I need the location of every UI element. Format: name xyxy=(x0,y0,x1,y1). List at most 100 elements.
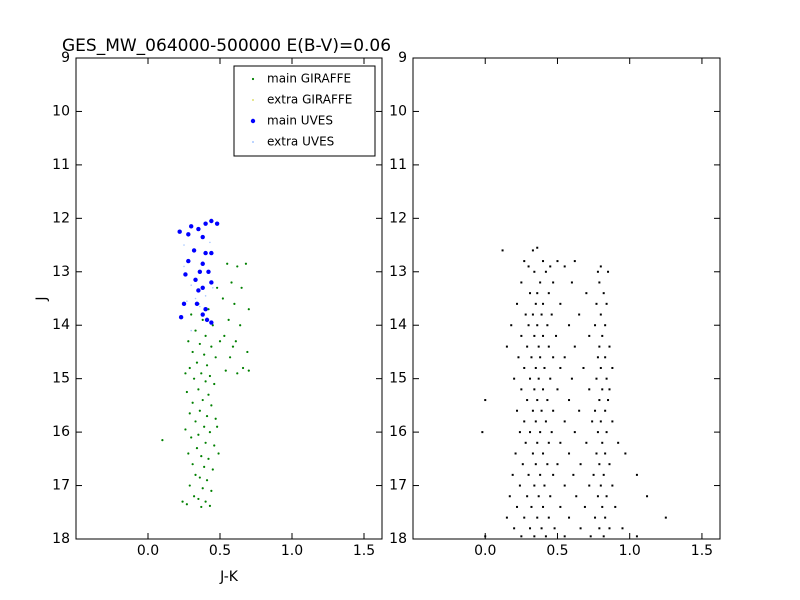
point xyxy=(536,441,539,444)
point xyxy=(203,465,206,468)
point xyxy=(533,484,536,487)
point xyxy=(582,366,585,369)
point xyxy=(568,399,571,402)
point xyxy=(186,300,188,302)
point xyxy=(573,431,576,434)
point xyxy=(555,334,558,337)
point xyxy=(624,452,627,455)
point xyxy=(621,527,624,530)
point xyxy=(601,505,604,508)
point xyxy=(204,500,207,503)
point xyxy=(203,353,206,356)
point xyxy=(190,313,193,316)
point xyxy=(188,412,191,415)
point xyxy=(208,504,212,507)
point xyxy=(177,229,182,234)
point xyxy=(190,436,193,439)
point xyxy=(595,377,598,380)
point xyxy=(604,409,607,412)
point xyxy=(604,324,607,327)
point xyxy=(529,431,532,434)
point xyxy=(549,377,552,380)
point xyxy=(568,452,571,455)
point xyxy=(187,340,190,343)
point xyxy=(552,356,555,359)
point xyxy=(536,292,539,295)
point xyxy=(209,218,214,224)
point xyxy=(204,441,207,444)
point xyxy=(599,265,602,268)
point xyxy=(559,366,562,369)
point xyxy=(203,306,208,312)
point xyxy=(205,364,209,367)
point xyxy=(213,382,216,386)
point xyxy=(247,308,250,311)
point xyxy=(516,302,519,305)
point xyxy=(563,535,566,538)
point xyxy=(214,356,217,359)
x-tick-label: 1.0 xyxy=(281,543,303,559)
point xyxy=(198,409,201,412)
point xyxy=(523,260,526,263)
point xyxy=(536,516,539,519)
point xyxy=(542,505,545,508)
point xyxy=(534,302,537,305)
point xyxy=(513,527,516,530)
point xyxy=(531,313,534,316)
legend-label: extra UVES xyxy=(267,135,334,149)
point xyxy=(209,320,214,325)
y-axis-label: J xyxy=(34,296,50,301)
point xyxy=(664,516,667,519)
point xyxy=(201,398,204,402)
point xyxy=(241,366,245,370)
point xyxy=(191,401,194,404)
point xyxy=(635,535,638,538)
point xyxy=(611,420,614,423)
point xyxy=(517,356,520,359)
point xyxy=(635,473,638,476)
point xyxy=(191,248,197,253)
point xyxy=(211,324,214,327)
point xyxy=(536,399,539,402)
point xyxy=(224,369,227,372)
legend-marker xyxy=(250,118,256,124)
point xyxy=(607,399,610,402)
y-tick-label: 10 xyxy=(389,103,407,119)
point xyxy=(588,388,591,391)
point xyxy=(534,366,537,369)
point xyxy=(204,380,207,383)
point xyxy=(607,270,610,273)
point xyxy=(605,302,608,305)
point xyxy=(592,473,595,476)
point xyxy=(531,452,534,455)
point xyxy=(188,484,191,487)
point xyxy=(210,345,213,348)
point xyxy=(611,484,614,487)
point xyxy=(599,313,602,316)
y-tick-label: 17 xyxy=(52,478,70,494)
legend-marker xyxy=(252,99,254,101)
point xyxy=(617,441,620,444)
point xyxy=(516,505,519,508)
point xyxy=(230,281,233,284)
point xyxy=(559,505,562,508)
point xyxy=(591,420,594,423)
point xyxy=(579,463,582,466)
x-tick-label: 1.5 xyxy=(691,543,713,559)
point xyxy=(601,388,604,391)
point xyxy=(537,495,540,498)
point xyxy=(484,399,487,402)
point xyxy=(203,221,208,226)
point xyxy=(598,399,601,402)
point xyxy=(190,329,192,332)
y-tick-label: 12 xyxy=(52,210,70,226)
point xyxy=(543,484,546,487)
y-tick-label: 18 xyxy=(52,531,70,547)
point xyxy=(197,433,200,436)
point xyxy=(575,495,578,498)
point xyxy=(579,527,582,530)
point xyxy=(212,287,214,289)
point xyxy=(563,265,566,268)
